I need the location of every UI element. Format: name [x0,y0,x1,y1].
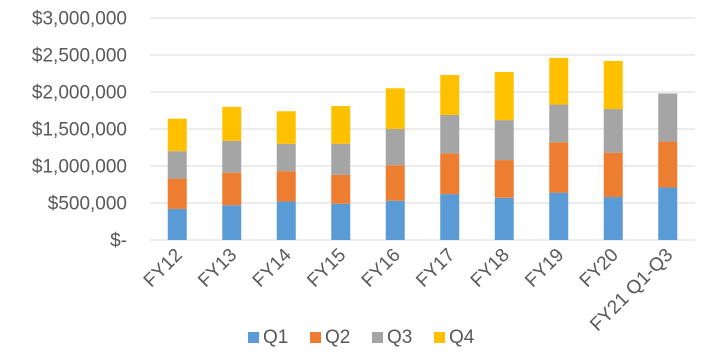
x-tick-label: FY14 [249,244,296,291]
bar-segment-q2-fy13 [222,172,242,206]
bar-segment-q4-fy20 [603,60,623,110]
legend-swatch-q3 [372,332,383,343]
bar-segment-q1-fy20 [603,197,623,240]
bar-segment-q3-fy13 [222,140,242,173]
bar-segment-q3-fy14 [276,143,296,172]
bar-segment-q1-fy21-q1-q3 [658,187,678,240]
bar-segment-q3-fy16 [385,129,405,166]
bar-segment-q2-fy14 [276,171,296,202]
bar-segment-q3-fy17 [440,114,460,154]
bar-segment-q3-fy19 [549,104,569,143]
bar-segment-q1-fy14 [276,201,296,240]
x-tick-label: FY19 [521,245,568,292]
x-tick-label: FY18 [467,245,514,292]
bar-segment-q1-fy12 [167,208,187,240]
x-tick-label: FY17 [412,245,459,292]
bar-segment-q2-fy15 [331,174,351,204]
bar-segment-q1-fy18 [494,197,514,240]
x-tick-label: FY12 [140,245,187,292]
bar-segment-q2-fy18 [494,160,514,198]
bar-segment-q4-fy14 [276,111,296,144]
legend-swatch-q4 [434,332,445,343]
y-tick-label: $1,000,000 [32,157,127,178]
bar-segment-q2-fy16 [385,165,405,201]
bar-segment-q4-fy19 [549,57,569,105]
y-tick-label: $2,000,000 [32,83,127,104]
bar-segment-q3-fy21-q1-q3 [658,93,678,142]
x-tick-label: FY16 [358,245,405,292]
bar-segment-q2-fy21-q1-q3 [658,141,678,188]
legend-swatch-q2 [310,332,321,343]
y-tick-label: $3,000,000 [32,9,127,30]
legend-label-q1: Q1 [263,327,288,348]
legend-label-q4: Q4 [449,327,475,348]
y-tick-label: $2,500,000 [32,46,127,67]
bar-segment-q4-fy17 [440,74,460,115]
bar-segment-q2-fy12 [167,178,187,209]
bars [167,57,678,240]
bar-segment-q1-fy16 [385,200,405,240]
y-axis-tick-labels: $- $500,000 $1,000,000 $1,500,000 $2,000,000… [32,9,127,252]
x-tick-label: FY15 [303,245,350,292]
bar-segment-q4-fy12 [167,118,187,152]
bar-segment-q3-fy15 [331,143,351,175]
bar-segment-q1-fy19 [549,192,569,240]
y-tick-label: $- [110,231,127,252]
bar-segment-q3-fy20 [603,109,623,153]
bar-segment-q1-fy13 [222,205,242,240]
bar-segment-q2-fy17 [440,153,460,195]
bar-segment-q4-fy16 [385,88,405,129]
bar-segment-q4-fy18 [494,72,514,121]
x-tick-label: FY13 [194,245,241,292]
x-axis-tick-labels: FY12 FY13 FY14 FY15 FY16 FY17 FY18 FY19 FY20FY21… [140,244,677,335]
y-tick-label: $500,000 [48,194,127,215]
legend-label-q2: Q2 [325,327,350,348]
y-tick-label: $1,500,000 [32,120,127,141]
bar-segment-q3-fy18 [494,120,514,161]
bar-segment-q3-fy12 [167,151,187,179]
legend: Q1 Q2 Q3 Q4 [248,327,475,348]
legend-label-q3: Q3 [387,327,412,348]
bar-segment-q2-fy20 [603,152,623,198]
legend-swatch-q1 [248,332,259,343]
bar-segment-q1-fy17 [440,194,460,240]
x-tick-label: FY20 [576,245,623,292]
bar-segment-q4-fy15 [331,106,351,144]
bar-segment-q1-fy15 [331,203,351,240]
bar-segment-q2-fy19 [549,142,569,193]
bar-segment-q4-fy13 [222,106,242,141]
